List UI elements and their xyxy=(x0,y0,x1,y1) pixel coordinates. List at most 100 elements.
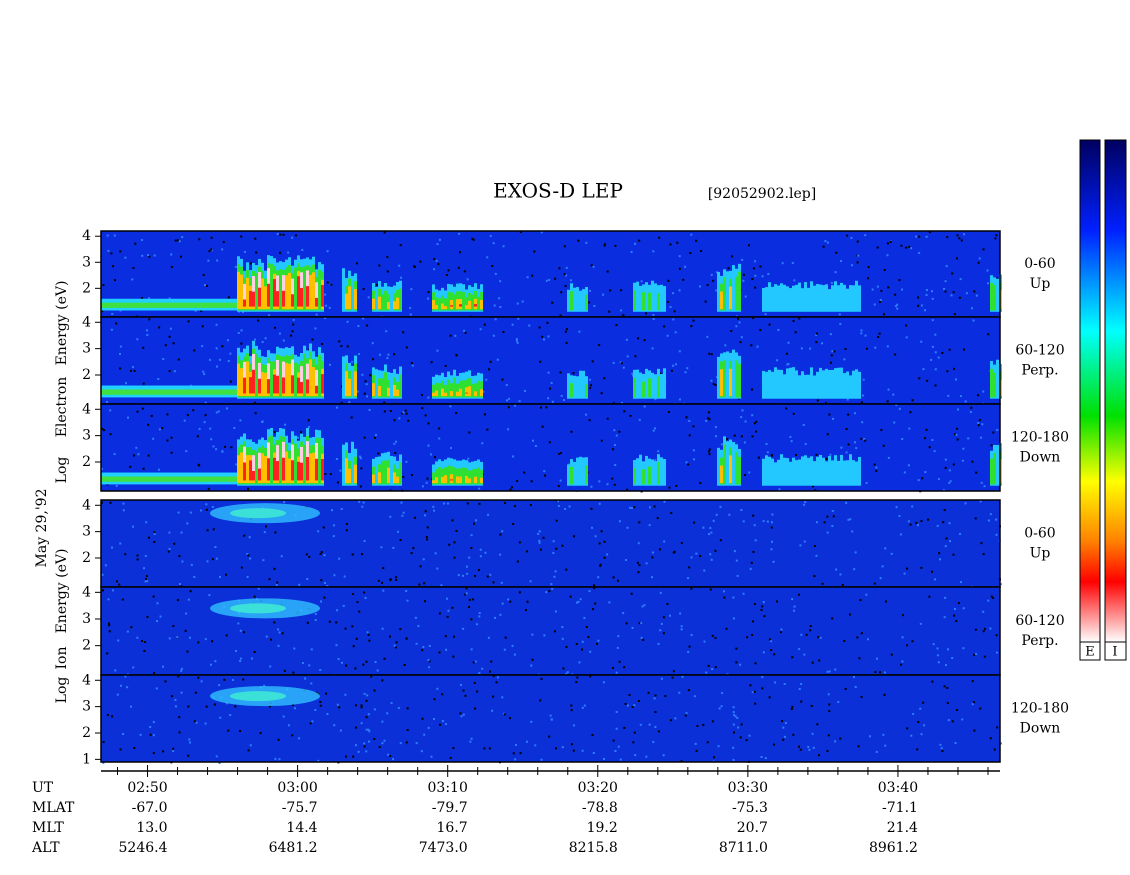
spectrum-cell xyxy=(663,459,666,486)
noise-cell xyxy=(867,277,870,280)
spectrum-cell xyxy=(807,374,810,399)
noise-cell xyxy=(386,357,389,360)
noise-cell xyxy=(469,740,472,743)
noise-cell xyxy=(612,361,615,364)
noise-cell xyxy=(953,608,956,611)
noise-cell xyxy=(706,335,709,338)
noise-cell xyxy=(329,473,332,476)
noise-cell xyxy=(119,250,122,253)
noise-cell xyxy=(860,632,863,635)
noise-cell xyxy=(693,695,696,698)
noise-cell xyxy=(345,664,348,667)
y-tick-label: 3 xyxy=(82,699,91,715)
noise-cell xyxy=(901,438,904,441)
noise-cell xyxy=(319,552,322,555)
spectrum-cell xyxy=(471,383,474,398)
noise-cell xyxy=(132,454,135,457)
noise-cell xyxy=(955,433,958,436)
noise-cell xyxy=(746,636,749,639)
spectrum-cell xyxy=(267,363,270,380)
noise-cell xyxy=(710,531,713,534)
noise-cell xyxy=(292,323,295,326)
spectrum-cell xyxy=(306,363,309,380)
noise-cell xyxy=(784,722,787,725)
noise-cell xyxy=(254,237,257,240)
noise-cell xyxy=(226,339,229,342)
noise-cell xyxy=(563,399,566,402)
noise-cell xyxy=(551,587,554,590)
spectrum-cell xyxy=(762,370,765,399)
noise-cell xyxy=(979,436,982,439)
spectrum-cell xyxy=(378,386,381,397)
spectrum-cell xyxy=(582,289,585,312)
noise-cell xyxy=(996,277,999,280)
noise-cell xyxy=(215,755,218,758)
noise-cell xyxy=(602,757,605,760)
noise-cell xyxy=(314,618,317,621)
spectrum-cell xyxy=(282,441,285,458)
spectrum-cell xyxy=(240,368,243,397)
noise-cell xyxy=(654,711,657,714)
noise-cell xyxy=(499,305,502,308)
noise-cell xyxy=(826,241,829,244)
noise-cell xyxy=(392,758,395,761)
noise-cell xyxy=(894,293,897,296)
noise-cell xyxy=(916,748,919,751)
spectrum-cell xyxy=(783,374,786,399)
noise-cell xyxy=(339,729,342,732)
y-axis-label: Energy (eV) xyxy=(54,281,70,366)
noise-cell xyxy=(735,661,738,664)
noise-cell xyxy=(227,729,230,732)
noise-cell xyxy=(705,671,708,674)
noise-cell xyxy=(907,520,910,523)
noise-cell xyxy=(699,482,702,485)
noise-cell xyxy=(541,335,544,338)
noise-cell xyxy=(736,717,739,720)
noise-cell xyxy=(188,636,191,639)
noise-cell xyxy=(979,707,982,710)
noise-cell xyxy=(161,427,164,430)
noise-cell xyxy=(201,345,204,348)
noise-cell xyxy=(612,402,615,405)
noise-cell xyxy=(314,327,317,330)
noise-cell xyxy=(899,533,902,536)
noise-cell xyxy=(534,744,537,747)
noise-cell xyxy=(436,567,439,570)
noise-cell xyxy=(945,664,948,667)
noise-cell xyxy=(844,348,847,351)
noise-cell xyxy=(709,553,712,556)
spectrum-cell xyxy=(735,276,738,311)
spectrum-cell xyxy=(276,367,279,394)
spectrum-cell xyxy=(843,373,846,399)
noise-cell xyxy=(864,334,867,337)
noise-cell xyxy=(189,590,192,593)
noise-cell xyxy=(674,363,677,366)
noise-cell xyxy=(791,656,794,659)
noise-cell xyxy=(203,284,206,287)
spectrum-cell xyxy=(768,282,771,312)
spectrum-cell xyxy=(807,287,810,312)
y-tick-label: 2 xyxy=(82,638,91,654)
spectrum-cell xyxy=(291,286,294,307)
noise-cell xyxy=(526,600,529,603)
noise-cell xyxy=(816,399,819,402)
noise-cell xyxy=(633,506,636,509)
noise-cell xyxy=(274,531,277,534)
spectrum-cell xyxy=(840,367,843,399)
spectrum-cell xyxy=(348,378,351,397)
noise-cell xyxy=(492,695,495,698)
noise-cell xyxy=(505,399,508,402)
noise-cell xyxy=(202,370,205,373)
noise-cell xyxy=(656,517,659,520)
noise-cell xyxy=(954,741,957,744)
spectrum-cell xyxy=(230,603,286,614)
noise-cell xyxy=(696,724,699,727)
noise-cell xyxy=(176,636,179,639)
noise-cell xyxy=(931,319,934,322)
noise-cell xyxy=(928,231,931,234)
noise-cell xyxy=(531,633,534,636)
spectrum-cell xyxy=(729,368,732,397)
noise-cell xyxy=(993,748,996,751)
noise-cell xyxy=(828,710,831,713)
